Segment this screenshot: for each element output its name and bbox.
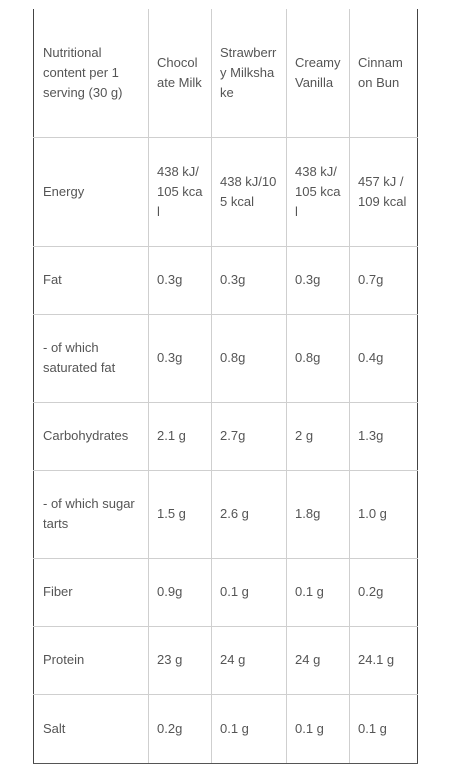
table-row-protein: Protein 23 g 24 g 24 g 24.1 g [33,625,418,695]
row-label: Salt [33,693,149,764]
row-label: Carbohydrates [33,401,149,471]
row-label: - of which sugar tarts [33,469,149,559]
header-cell-cinnamon-bun: Cinnamon Bun [349,9,418,138]
header-label: Chocolate Milk [157,54,202,90]
table-row-fat: Fat 0.3g 0.3g 0.3g 0.7g [33,245,418,315]
table-cell: 1.3g [349,401,418,471]
table-cell: 0.8g [211,313,287,403]
table-cell: 0.3g [211,245,287,315]
header-label: Strawberry Milkshake [220,44,277,100]
table-cell: 457 kJ / 109 kcal [349,136,418,247]
header-cell-creamy-vanilla: Creamy Vanilla [286,9,350,138]
header-cell-strawberry-milkshake: Strawberry Milkshake [211,9,287,138]
table-cell: 0.3g [148,313,212,403]
table-cell: 0.8g [286,313,350,403]
table-cell: 2.6 g [211,469,287,559]
row-label: - of which saturated fat [33,313,149,403]
table-cell: 1.0 g [349,469,418,559]
table-cell: 438 kJ/105 kcal [286,136,350,247]
table-cell: 438 kJ/105 kcal [148,136,212,247]
nutrition-table: Nutritional content per 1 serving (30 g)… [33,9,418,764]
table-header-row: Nutritional content per 1 serving (30 g)… [33,9,418,138]
header-cell-nutritional-content: Nutritional content per 1 serving (30 g) [33,9,149,138]
table-cell: 0.4g [349,313,418,403]
table-cell: 0.3g [286,245,350,315]
header-label: Cinnamon Bun [358,54,403,90]
table-row-salt: Salt 0.2g 0.1 g 0.1 g 0.1 g [33,693,418,764]
table-cell: 1.5 g [148,469,212,559]
table-cell: 2.7g [211,401,287,471]
row-label: Protein [33,625,149,695]
table-cell: 2 g [286,401,350,471]
table-cell: 24 g [211,625,287,695]
table-cell: 0.9g [148,557,212,627]
table-cell: 1.8g [286,469,350,559]
table-cell: 24 g [286,625,350,695]
table-cell: 0.7g [349,245,418,315]
header-cell-chocolate-milk: Chocolate Milk [148,9,212,138]
header-label: Creamy Vanilla [295,54,341,90]
table-row-carbohydrates: Carbohydrates 2.1 g 2.7g 2 g 1.3g [33,401,418,471]
table-cell: 0.1 g [286,557,350,627]
table-cell: 0.1 g [211,693,287,764]
table-row-fiber: Fiber 0.9g 0.1 g 0.1 g 0.2g [33,557,418,627]
row-label: Fiber [33,557,149,627]
table-cell: 24.1 g [349,625,418,695]
table-cell: 23 g [148,625,212,695]
table-row-saturated-fat: - of which saturated fat 0.3g 0.8g 0.8g … [33,313,418,403]
header-label: Nutritional content per 1 serving (30 g) [43,44,123,100]
table-cell: 0.1 g [349,693,418,764]
row-label: Energy [33,136,149,247]
table-cell: 0.3g [148,245,212,315]
table-cell: 0.1 g [286,693,350,764]
table-cell: 0.2g [349,557,418,627]
table-cell: 0.2g [148,693,212,764]
row-label: Fat [33,245,149,315]
table-row-energy: Energy 438 kJ/105 kcal 438 kJ/105 kcal 4… [33,136,418,247]
table-cell: 438 kJ/105 kcal [211,136,287,247]
table-cell: 2.1 g [148,401,212,471]
table-row-sugar: - of which sugar tarts 1.5 g 2.6 g 1.8g … [33,469,418,559]
table-cell: 0.1 g [211,557,287,627]
